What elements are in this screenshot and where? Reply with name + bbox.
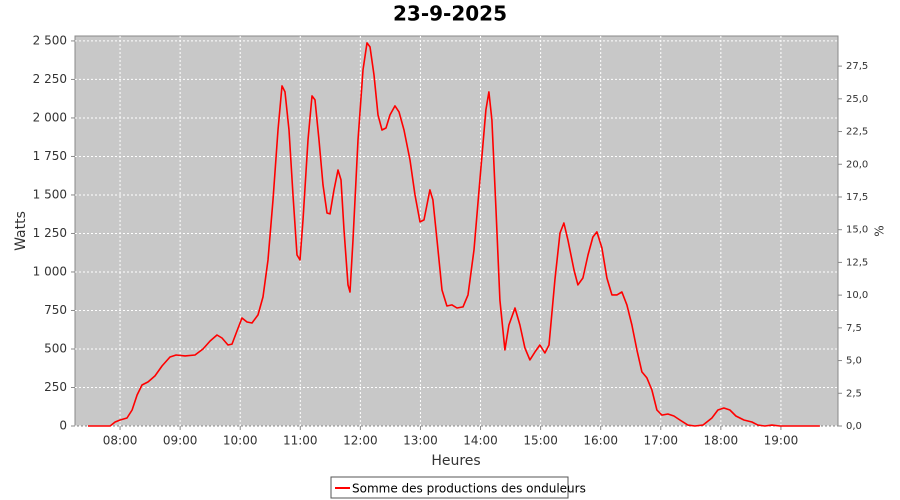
x-tick-label: 16:00 [583, 434, 618, 448]
y2-tick-label: 25,0 [846, 94, 868, 105]
y2-tick-label: 10,0 [846, 290, 868, 301]
x-tick-label: 09:00 [163, 434, 198, 448]
legend [330, 476, 569, 499]
x-tick-label: 17:00 [643, 434, 678, 448]
x-tick-label: 15:00 [523, 434, 558, 448]
y-tick-label: 750 [44, 303, 67, 317]
y2-tick-label: 0,0 [846, 421, 862, 432]
plot-area [74, 35, 839, 427]
x-tick-label: 13:00 [403, 434, 438, 448]
x-tick-label: 18:00 [704, 434, 739, 448]
y-tick-label: 0 [59, 419, 67, 433]
y-axis-label: Watts [13, 211, 29, 251]
y2-tick-label: 15,0 [846, 225, 868, 236]
x-tick-label: 12:00 [343, 434, 378, 448]
y2-tick-label: 22,5 [846, 127, 868, 138]
y2-tick-label: 27,5 [846, 61, 868, 72]
y-tick-label: 2 500 [33, 33, 67, 47]
y-tick-label: 2 250 [33, 72, 67, 86]
y2-tick-label: 20,0 [846, 159, 868, 170]
y2-axis-label: % [873, 225, 887, 236]
y2-tick-label: 7,5 [846, 323, 862, 334]
line [88, 42, 820, 427]
y2-tick-label: 12,5 [846, 257, 868, 268]
y-tick-label: 2 000 [33, 110, 67, 124]
chart-title: 23-9-2025 [393, 2, 507, 26]
x-tick-label: 08:00 [103, 434, 138, 448]
y-tick-label: 1 000 [33, 264, 67, 278]
x-tick-label: 14:00 [463, 434, 498, 448]
legend-label: Somme des productions des onduleurs [352, 482, 586, 496]
x-tick-label: 11:00 [283, 434, 318, 448]
x-axis-label: Heures [431, 453, 480, 469]
y-tick-label: 250 [44, 380, 67, 394]
y-tick-label: 500 [44, 341, 67, 355]
y-tick-label: 1 500 [33, 187, 67, 201]
y2-tick-label: 5,0 [846, 356, 862, 367]
y2-tick-label: 2,5 [846, 388, 862, 399]
y-tick-label: 1 750 [33, 149, 67, 163]
y2-tick-label: 17,5 [846, 192, 868, 203]
y-tick-label: 1 250 [33, 226, 67, 240]
x-tick-label: 19:00 [764, 434, 799, 448]
x-tick-label: 10:00 [223, 434, 258, 448]
